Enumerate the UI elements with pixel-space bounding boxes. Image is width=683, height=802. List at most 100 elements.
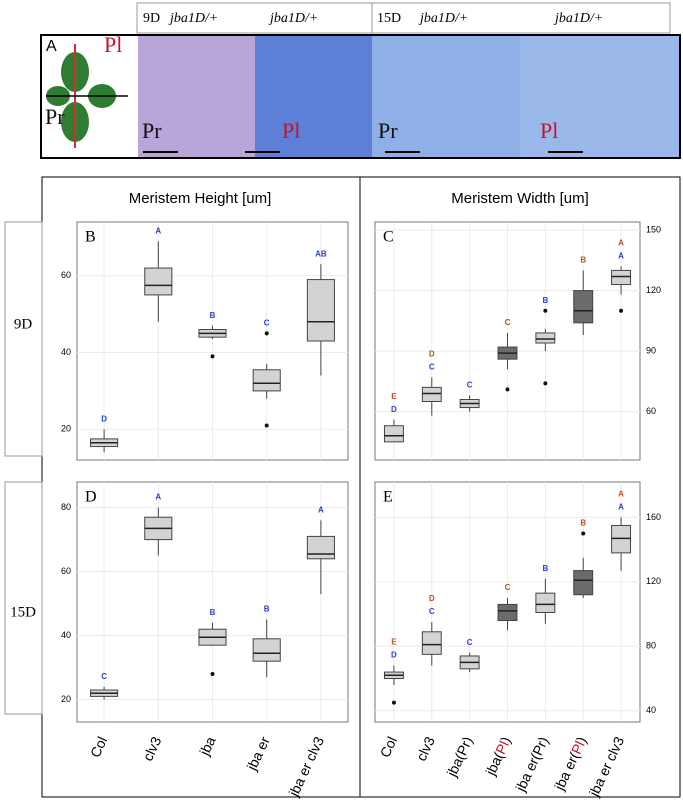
plane-label: Pr (45, 104, 65, 129)
panel-label: E (383, 489, 393, 506)
x-tick-label: jba(Pl) (482, 734, 514, 778)
y-tick-label: 40 (61, 347, 71, 357)
panel-label: A (46, 38, 57, 55)
significance-letter: D (429, 349, 435, 358)
outlier (264, 331, 269, 336)
box (252, 369, 281, 392)
x-tick-label: jba (196, 734, 219, 759)
significance-letter: C (467, 381, 473, 390)
significance-letter: C (429, 362, 435, 371)
box (383, 425, 404, 443)
column-title: Meristem Width [um] (451, 190, 589, 207)
x-tick-label: jba er(Pl) (550, 734, 589, 793)
outlier (505, 387, 510, 392)
y-tick-label: 120 (646, 285, 661, 295)
significance-letter: D (101, 414, 107, 423)
significance-letter: C (505, 318, 511, 327)
significance-letter: A (618, 238, 624, 247)
x-tick-label: clv3 (413, 734, 438, 764)
x-tick-label: jba er clv3 (285, 734, 327, 800)
significance-letter: A (618, 251, 624, 260)
row-label: 9D (14, 316, 33, 332)
outlier (210, 672, 215, 676)
x-tick-label: clv3 (139, 734, 164, 764)
y-tick-label: 120 (646, 576, 661, 586)
y-tick-label: 40 (61, 630, 71, 640)
header-genotype: jba1D/+ (553, 11, 603, 26)
y-tick-label: 80 (646, 641, 656, 651)
plane-label: Pl (282, 118, 300, 143)
significance-letter: B (542, 296, 548, 305)
header-genotype: jba1D/+ (168, 11, 218, 26)
x-tick-label-part: jba er( (550, 749, 582, 793)
y-tick-label: 90 (646, 345, 656, 355)
box (421, 631, 442, 655)
box (306, 535, 335, 560)
y-tick-label: 60 (646, 406, 656, 416)
significance-letter: C (101, 672, 107, 681)
box (611, 524, 632, 554)
row-box (4, 481, 43, 715)
significance-letter: A (155, 493, 161, 502)
significance-letter: E (391, 638, 397, 647)
plane-label: Pl (540, 118, 558, 143)
box (535, 592, 556, 613)
outlier (543, 381, 548, 386)
significance-letter: B (210, 311, 216, 320)
x-tick-label: jba er (243, 734, 273, 774)
outlier (391, 700, 396, 705)
micrograph (138, 36, 255, 157)
significance-letter: C (429, 607, 435, 616)
x-tick-label: jba(Pr) (443, 734, 476, 780)
x-tick-label-part: ) (497, 734, 513, 745)
box (573, 570, 594, 596)
significance-letter: C (264, 318, 270, 327)
significance-letter: AB (315, 249, 327, 258)
box (535, 332, 556, 344)
significance-letter: D (391, 651, 397, 660)
x-tick-label-part: Pl (492, 738, 512, 756)
panel-label: D (85, 489, 97, 506)
header-genotype: jba1D/+ (418, 11, 468, 26)
significance-letter: A (618, 503, 624, 512)
box (144, 267, 173, 296)
significance-letter: D (429, 594, 435, 603)
y-tick-label: 20 (61, 694, 71, 704)
x-tick-label: jba er clv3 (585, 734, 627, 800)
outlier (581, 531, 586, 536)
row-label: 15D (10, 604, 36, 620)
y-tick-label: 60 (61, 270, 71, 280)
significance-letter: A (155, 226, 161, 235)
outlier (619, 308, 624, 313)
x-tick-label: Col (377, 734, 400, 760)
box (252, 638, 281, 662)
plane-label: Pr (142, 118, 162, 143)
panel-label: C (383, 229, 394, 246)
x-tick-label: Col (87, 734, 110, 760)
significance-letter: A (618, 490, 624, 499)
panel-label: B (85, 229, 96, 246)
box (421, 386, 442, 403)
significance-letter: B (264, 605, 270, 614)
box (306, 279, 335, 342)
significance-letter: A (318, 506, 324, 515)
y-tick-label: 150 (646, 224, 661, 234)
x-tick-label-part: Pl (568, 738, 588, 756)
significance-letter: B (580, 519, 586, 528)
significance-letter: B (580, 256, 586, 265)
significance-letter: C (505, 583, 511, 592)
header-day: 9D (143, 11, 160, 26)
header-day: 15D (377, 11, 401, 26)
significance-letter: B (210, 608, 216, 617)
y-tick-label: 160 (646, 512, 661, 522)
y-tick-label: 40 (646, 705, 656, 715)
outlier (210, 354, 215, 359)
significance-letter: C (467, 638, 473, 647)
significance-letter: E (391, 392, 397, 401)
plane-label: Pl (104, 32, 122, 57)
x-tick-label: jba er(Pr) (512, 734, 552, 795)
box (497, 603, 518, 622)
plane-label: Pr (378, 118, 398, 143)
header-genotype: jba1D/+ (268, 11, 318, 26)
